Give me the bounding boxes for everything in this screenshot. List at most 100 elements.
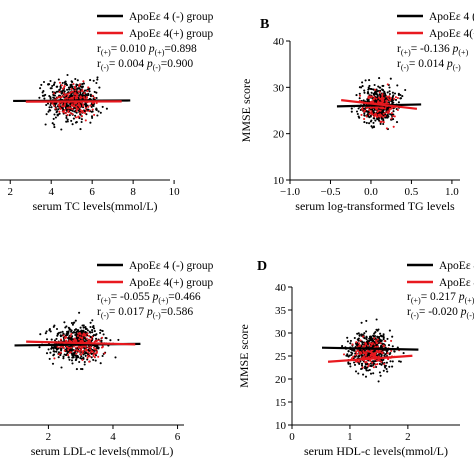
point-neg <box>399 93 402 97</box>
y-tick-label: 15 <box>275 397 287 409</box>
point-neg <box>58 112 61 115</box>
point-pos <box>100 336 104 339</box>
point-neg <box>369 372 373 375</box>
point-neg <box>364 375 368 378</box>
point-neg <box>73 328 76 332</box>
point-pos <box>68 106 71 109</box>
point-pos <box>84 334 87 337</box>
point-pos <box>61 102 64 105</box>
point-pos <box>58 346 61 349</box>
point-neg <box>375 92 378 95</box>
point-neg <box>48 357 51 360</box>
x-tick-label: 2 <box>46 431 52 443</box>
point-neg <box>402 352 405 355</box>
point-neg <box>377 380 380 383</box>
point-neg <box>391 345 394 348</box>
point-pos <box>62 346 65 350</box>
point-pos <box>383 362 386 366</box>
point-pos <box>82 105 85 108</box>
point-pos <box>396 108 399 112</box>
legend-label: ApoEε 4 (-) group <box>129 260 214 272</box>
y-tick-label: 10 <box>273 175 285 187</box>
point-neg <box>46 102 50 105</box>
y-tick-label: 20 <box>275 374 287 386</box>
point-neg <box>72 354 75 358</box>
point-neg <box>66 88 69 91</box>
point-pos <box>85 349 88 352</box>
point-pos <box>364 342 367 345</box>
point-neg <box>373 334 377 338</box>
point-neg <box>67 337 70 340</box>
point-neg <box>67 356 70 359</box>
point-pos <box>58 110 61 113</box>
point-neg <box>70 359 74 362</box>
point-neg <box>379 122 382 125</box>
point-pos <box>84 119 87 122</box>
point-pos <box>360 113 363 116</box>
point-neg <box>372 125 375 128</box>
point-neg <box>101 354 104 358</box>
point-pos <box>360 352 363 355</box>
point-pos <box>361 356 364 359</box>
point-pos <box>381 351 384 354</box>
point-pos <box>73 102 76 105</box>
point-neg <box>39 333 42 336</box>
point-neg <box>45 113 48 116</box>
point-pos <box>76 93 79 96</box>
point-neg <box>357 372 360 375</box>
point-pos <box>53 357 56 360</box>
point-neg <box>404 88 407 92</box>
point-neg <box>381 89 385 92</box>
point-pos <box>373 96 376 99</box>
point-neg <box>95 81 98 85</box>
point-neg <box>358 116 361 119</box>
point-neg <box>375 328 378 331</box>
point-neg <box>91 331 94 334</box>
point-neg <box>55 337 58 340</box>
point-neg <box>66 73 69 77</box>
point-neg <box>43 97 46 100</box>
point-neg <box>388 329 391 332</box>
point-neg <box>93 327 96 330</box>
point-pos <box>84 112 87 115</box>
point-neg <box>55 111 58 114</box>
point-neg <box>76 329 79 332</box>
point-pos <box>365 115 368 118</box>
point-neg <box>380 363 383 366</box>
point-neg <box>100 339 103 342</box>
y-tick-label: 40 <box>275 282 287 294</box>
point-pos <box>389 98 392 102</box>
y-tick-label: 25 <box>275 351 287 363</box>
point-neg <box>85 93 88 96</box>
point-neg <box>82 337 86 340</box>
point-pos <box>72 82 75 86</box>
point-pos <box>383 340 386 343</box>
point-neg <box>388 365 391 368</box>
stat-line: r(-)= 0.017 p(-)=0.586 <box>97 306 193 320</box>
point-pos <box>363 352 366 355</box>
point-neg <box>386 91 389 94</box>
point-neg <box>71 362 74 365</box>
point-pos <box>52 104 56 107</box>
point-neg <box>373 83 376 87</box>
point-neg <box>365 338 368 341</box>
legend-label: ApoEε 4(+) group <box>129 277 213 289</box>
point-neg <box>74 77 77 81</box>
data-points <box>341 318 405 383</box>
point-pos <box>70 346 73 349</box>
point-neg <box>75 358 78 361</box>
point-pos <box>90 338 93 341</box>
point-neg <box>361 85 364 88</box>
point-neg <box>380 344 383 347</box>
point-pos <box>90 350 93 354</box>
point-pos <box>85 109 88 112</box>
point-pos <box>67 111 70 114</box>
x-axis-label: serum LDL-c levels(mmol/L) <box>31 444 174 458</box>
legend-label: ApoEε 4 (-) group <box>439 260 474 272</box>
y-tick-label: 35 <box>275 305 287 317</box>
point-neg <box>94 334 97 337</box>
point-neg <box>60 349 63 352</box>
point-pos <box>59 107 62 110</box>
point-neg <box>59 334 62 337</box>
point-neg <box>385 361 388 364</box>
